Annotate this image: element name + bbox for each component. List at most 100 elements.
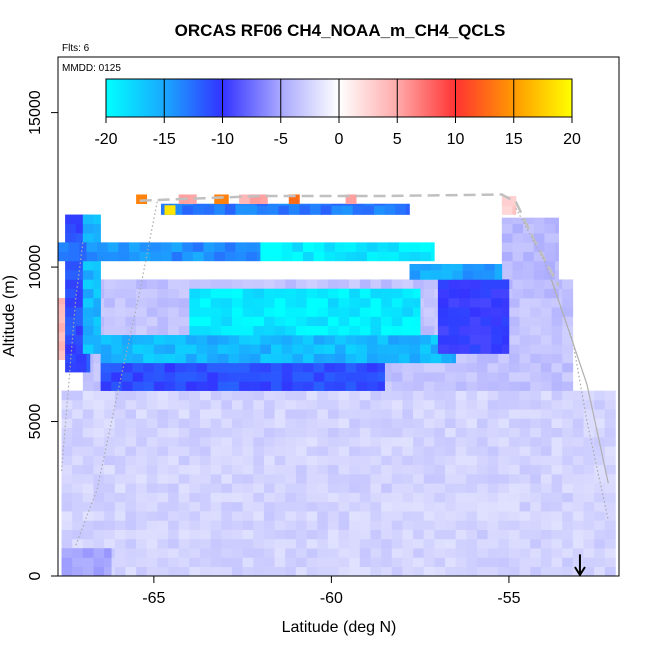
heatmap-cell	[253, 511, 265, 521]
heatmap-cell	[459, 297, 471, 308]
heatmap-cell	[274, 474, 286, 484]
region-upper-background	[501, 217, 559, 299]
heatmap-cell	[551, 529, 563, 540]
heatmap-cell	[104, 492, 116, 503]
heatmap-cell	[519, 474, 531, 484]
heatmap-cell	[519, 455, 531, 466]
heatmap-cell	[260, 381, 272, 391]
heatmap-cell	[519, 372, 531, 382]
heatmap-cell	[583, 418, 595, 429]
heatmap-cell	[246, 251, 258, 262]
heatmap-cell	[544, 251, 556, 262]
heatmap-cell	[476, 381, 488, 391]
heatmap-cell	[274, 501, 286, 512]
heatmap-cell	[210, 538, 222, 549]
heatmap-cell	[423, 381, 435, 391]
heatmap-cell	[359, 474, 371, 484]
heatmap-cell	[519, 427, 531, 438]
heatmap-cell	[434, 409, 446, 419]
heatmap-cell	[164, 381, 176, 391]
heatmap-cell	[562, 538, 574, 549]
heatmap-cell	[434, 427, 446, 438]
heatmap-cell	[530, 297, 542, 308]
heatmap-cell	[82, 501, 94, 512]
heatmap-cell	[125, 279, 137, 289]
heatmap-cell	[231, 511, 243, 521]
heatmap-cell	[551, 335, 563, 345]
heatmap-cell	[317, 529, 329, 540]
heatmap-cell	[93, 464, 105, 475]
heatmap-cell	[349, 492, 361, 503]
heatmap-cell	[228, 335, 240, 345]
heatmap-cell	[317, 492, 329, 503]
heatmap-cell	[231, 390, 243, 401]
heatmap-cell	[61, 446, 73, 456]
heatmap-cell	[239, 335, 251, 345]
heatmap-cell	[285, 297, 297, 308]
heatmap-cell	[65, 307, 77, 317]
heatmap-cell	[189, 548, 201, 558]
heatmap-cell	[374, 205, 385, 215]
heatmap-cell	[136, 529, 148, 540]
heatmap-cell	[356, 344, 368, 354]
heatmap-cell	[519, 446, 531, 456]
heatmap-cell	[221, 409, 233, 419]
heatmap-cell	[498, 474, 510, 484]
heatmap-cell	[437, 279, 449, 289]
heatmap-cell	[175, 335, 187, 345]
heatmap-cell	[523, 242, 535, 252]
heatmap-cell	[100, 362, 112, 373]
heatmap-cell	[58, 341, 69, 351]
heatmap-cell	[295, 390, 307, 401]
heatmap-cell	[519, 399, 531, 410]
heatmap-cell	[175, 353, 187, 364]
heatmap-cell	[327, 307, 339, 317]
heatmap-cell	[228, 362, 240, 373]
arrow-head	[574, 566, 586, 577]
heatmap-cell	[405, 205, 410, 215]
heatmap-cell	[221, 418, 233, 429]
heatmap-cell	[313, 242, 325, 252]
heatmap-cell	[562, 529, 574, 540]
heatmap-cell	[82, 418, 94, 429]
heatmap-cell	[210, 307, 222, 317]
heatmap-cell	[476, 566, 488, 577]
heatmap-cell	[413, 474, 425, 484]
heatmap-cell	[501, 279, 510, 289]
heatmap-cell	[498, 446, 510, 456]
heatmap-cell	[476, 390, 488, 401]
heatmap-cell	[519, 381, 531, 391]
heatmap-cell	[604, 548, 616, 558]
heatmap-cell	[572, 538, 584, 549]
heatmap-cell	[306, 566, 318, 577]
heatmap-cell	[295, 325, 307, 336]
heatmap-cell	[285, 548, 297, 558]
heatmap-cell	[207, 372, 219, 382]
heatmap-cell	[136, 418, 148, 429]
heatmap-cell	[175, 362, 187, 373]
heatmap-cell	[423, 288, 435, 299]
heatmap-cell	[231, 288, 243, 299]
heatmap-cell	[452, 263, 464, 271]
heatmap-cell	[72, 483, 84, 493]
heatmap-cell	[189, 511, 201, 521]
heatmap-cell	[125, 436, 137, 447]
heatmap-cell	[462, 270, 474, 280]
heatmap-cell	[562, 455, 574, 466]
heatmap-cell	[65, 297, 77, 308]
heatmap-cell	[501, 217, 513, 225]
heatmap-cell	[572, 557, 584, 568]
heatmap-cell	[235, 242, 247, 252]
heatmap-cell	[146, 455, 158, 466]
heatmap-cell	[430, 270, 442, 280]
heatmap-cell	[359, 436, 371, 447]
heatmap-cell	[178, 409, 190, 419]
heatmap-cell	[260, 194, 268, 205]
track-left-dotted-climb	[75, 200, 158, 546]
heatmap-cell	[221, 446, 233, 456]
heatmap-cell	[349, 307, 361, 317]
heatmap-cell	[508, 538, 520, 549]
heatmap-cell	[271, 362, 282, 373]
heatmap-cell	[231, 483, 243, 493]
